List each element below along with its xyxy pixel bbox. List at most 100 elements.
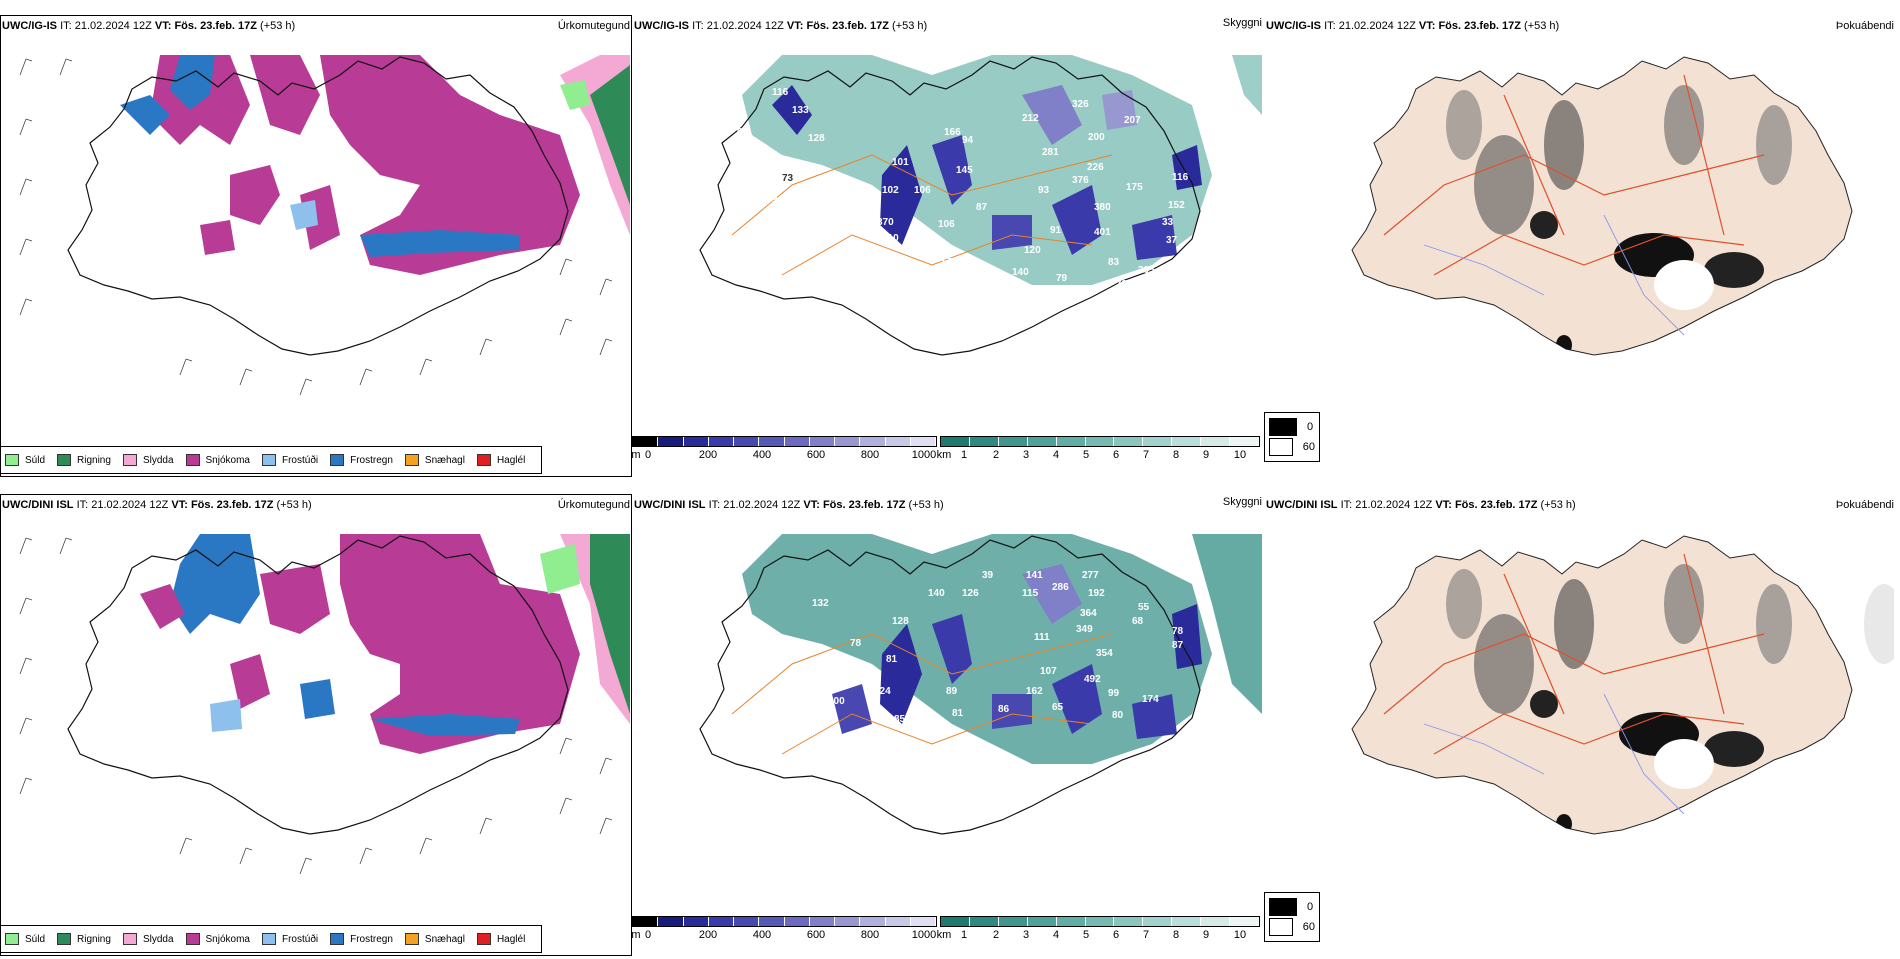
fog-legend-row: 0	[1269, 417, 1315, 437]
colorbar-tick: 2	[992, 449, 1000, 461]
visibility-value: 326	[1072, 99, 1089, 110]
legend-label: Frostregn	[350, 454, 393, 466]
visibility-value: 65	[1052, 702, 1064, 713]
visibility-value: 140	[928, 588, 945, 599]
visibility-value: 166	[944, 127, 961, 138]
visibility-value: 120	[1024, 245, 1041, 256]
legend-swatch	[57, 933, 72, 945]
colorbar-boxes	[940, 916, 1260, 927]
model-name: UWC/IG-IS	[634, 20, 689, 32]
legend-item: Rigning	[57, 454, 111, 466]
colorbar-ticks: m 0 200 400 600 800 1000	[631, 929, 937, 943]
fog-legend-top: 0 60	[1264, 412, 1320, 462]
it-label: IT:	[692, 20, 704, 32]
visibility-value: 128	[892, 616, 909, 627]
colorbar-tick: 0	[644, 449, 652, 461]
colorbar-tick: 10	[1233, 929, 1247, 941]
visibility-value: 99	[1108, 688, 1120, 699]
colorbar-tick: 7	[1142, 929, 1150, 941]
precip-frame	[0, 15, 632, 477]
fog-swatch	[1269, 918, 1293, 936]
colorbar-tick: 200	[698, 449, 718, 461]
it-value: 21.02.2024 12Z	[706, 20, 784, 32]
it-label: IT:	[1340, 499, 1353, 511]
panel-label-fog: Þokuábendi	[1835, 499, 1894, 511]
visibility-value: 78	[822, 237, 834, 248]
it-label: IT:	[708, 499, 721, 511]
legend-swatch	[476, 933, 491, 945]
colorbar-tick: 0	[644, 929, 652, 941]
visibility-value: 101	[892, 157, 909, 168]
visibility-value: 71	[810, 283, 822, 294]
visibility-value: 380	[1094, 202, 1111, 213]
legend-label: Snjókoma	[205, 933, 250, 945]
colorbar-tick: 1000	[911, 929, 937, 941]
legend-swatch	[5, 933, 19, 945]
lead-time: (+53 h)	[276, 499, 312, 511]
visibility-value: 192	[1088, 588, 1105, 599]
visibility-value: 281	[1042, 147, 1059, 158]
precip-panel-top: UWC/IG-IS IT: 21.02.2024 12Z VT: Fös. 23…	[0, 15, 632, 480]
visibility-value: 324	[874, 686, 891, 697]
fog-swatch	[1269, 898, 1297, 916]
legend-swatch	[185, 454, 200, 466]
colorbar-visibility-bottom: km 1 2 3 4 5 6 7 8 9 10	[936, 916, 1260, 943]
visibility-value: 145	[956, 165, 973, 176]
legend-label: Haglél	[496, 454, 526, 466]
colorbar-tick: 8	[1172, 449, 1180, 461]
precip-fields	[120, 55, 630, 275]
legend-item: Frostregn	[330, 933, 393, 945]
panel-title: UWC/DINI ISL IT: 21.02.2024 12Z VT: Fös.…	[1266, 499, 1576, 511]
visibility-value: 141	[1026, 570, 1043, 581]
colorbar-unit: km	[936, 929, 952, 941]
visibility-value: 39	[982, 570, 994, 581]
visibility-value: 128	[808, 133, 825, 144]
legend-label: Haglél	[496, 933, 526, 945]
visibility-value: 87	[976, 202, 988, 213]
visibility-value: 80	[1112, 710, 1124, 721]
legend-swatch	[404, 454, 419, 466]
iceland-outline	[67, 56, 569, 356]
visibility-field	[742, 534, 1262, 764]
lead-time: (+53 h)	[260, 20, 296, 32]
it-label: IT:	[60, 20, 72, 32]
fog-panel-bottom: UWC/DINI ISL IT: 21.02.2024 12Z VT: Fös.…	[1264, 494, 1896, 959]
legend-item: Haglél	[476, 933, 526, 945]
legend-item: Frostúði	[261, 454, 318, 466]
vt-value: Fös. 23.feb. 17Z	[190, 499, 274, 511]
visibility-value: 111	[1034, 632, 1050, 643]
colorbar-tick: 3	[1022, 449, 1030, 461]
visibility-value: 79	[1056, 273, 1068, 284]
legend-swatch	[5, 454, 19, 466]
colorbar-height-bottom: m 0 200 400 600 800 1000	[631, 916, 937, 943]
vt-label: VT:	[803, 499, 820, 511]
visibility-value: 93	[1038, 185, 1050, 196]
visibility-panel-bottom: UWC/DINI ISL IT: 21.02.2024 12Z VT: Fös.…	[632, 494, 1264, 959]
fog-legend-bottom: 0 60	[1264, 892, 1320, 942]
colorbar-boxes	[632, 436, 937, 447]
visibility-value: 89	[946, 686, 958, 697]
panel-label-precip: Úrkomutegund	[557, 20, 630, 32]
visibility-value: 94	[962, 135, 974, 146]
legend-swatch	[330, 933, 345, 945]
visibility-value: 81	[886, 654, 898, 665]
visibility-map: 116 133 68 128 73 34 78 101 102 106 370 …	[699, 55, 1262, 356]
visibility-value: 207	[1124, 115, 1141, 126]
visibility-value: 83	[1108, 257, 1120, 268]
legend-swatch	[261, 454, 276, 466]
legend-swatch	[57, 454, 72, 466]
colorbar-tick: 600	[806, 449, 826, 461]
vt-label: VT:	[1418, 20, 1436, 32]
colorbar-tick: 200	[698, 929, 718, 941]
colorbar-ticks: km 1 2 3 4 5 6 7 8 9 10	[936, 929, 1260, 943]
colorbar-tick: 4	[1052, 929, 1060, 941]
colorbar-unit: m	[631, 929, 641, 941]
colorbar-tick: 400	[752, 449, 772, 461]
panel-title: UWC/IG-IS IT: 21.02.2024 12Z VT: Fös. 23…	[1266, 20, 1559, 32]
legend-item: Slydda	[122, 933, 174, 945]
visibility-value: 226	[1087, 162, 1104, 173]
visibility-value: 91	[1050, 225, 1062, 236]
colorbar-ticks: km 1 2 3 4 5 6 7 8 9 10	[937, 449, 1260, 463]
visibility-value: 55	[1138, 602, 1150, 613]
visibility-values: 116 133 68 128 73 34 78 101 102 106 370 …	[737, 87, 1189, 294]
